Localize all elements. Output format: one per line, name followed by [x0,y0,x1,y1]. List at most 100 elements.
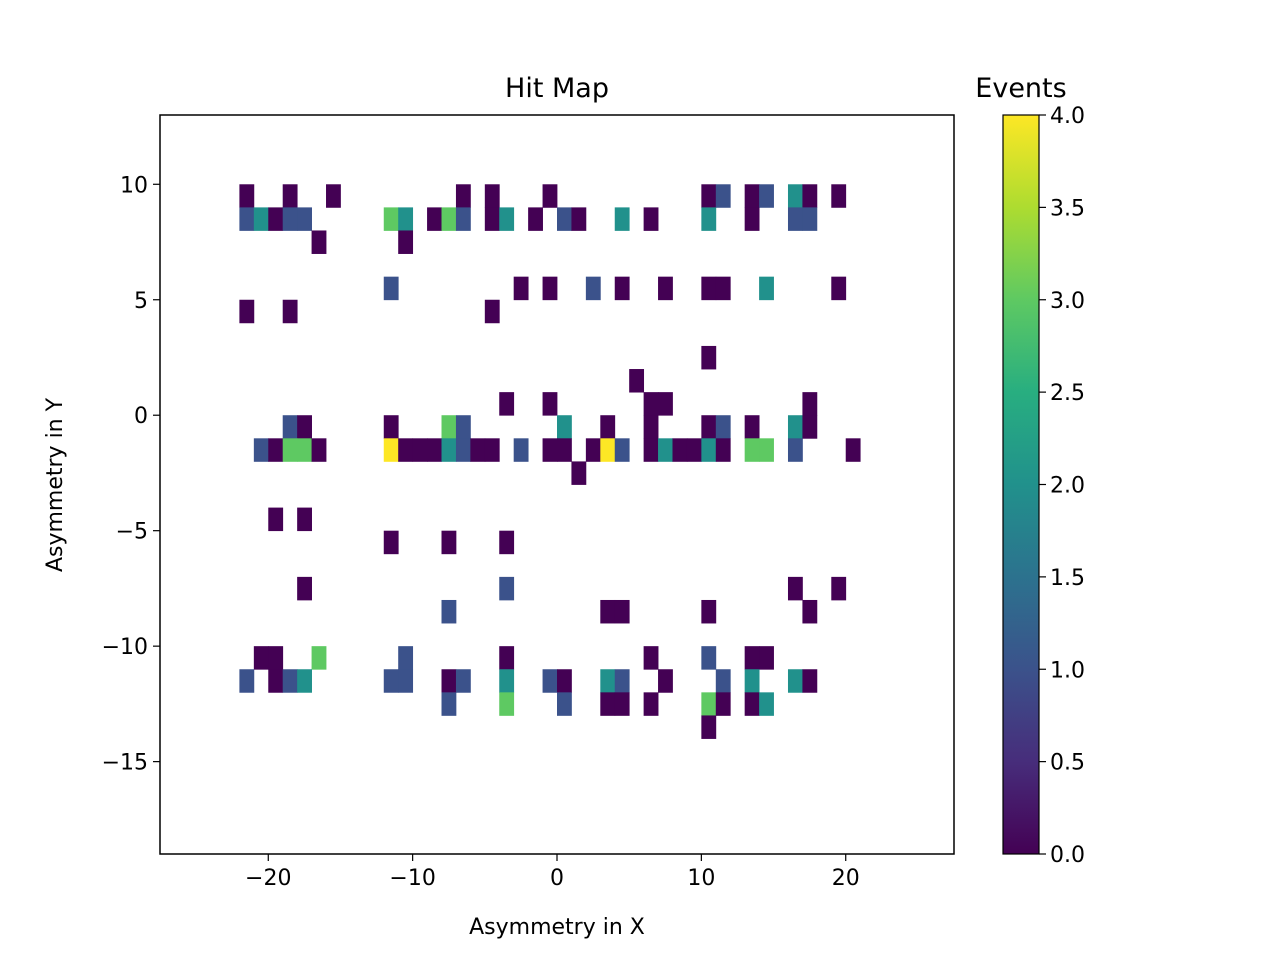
heatmap-cell [484,438,500,462]
heatmap-cell [701,184,717,208]
heatmap-cells [239,184,861,739]
heatmap-cell [455,184,471,208]
heatmap-cell [744,646,760,670]
colorbar-tick-label: 0.5 [1050,751,1085,776]
heatmap-cell [744,184,760,208]
heatmap-cell [787,669,803,693]
heatmap-cell [528,207,543,231]
colorbar-tick-label: 1.0 [1050,658,1085,683]
chart-title: Hit Map [505,73,609,104]
colorbar-tick-label: 0.0 [1050,843,1085,868]
heatmap-cell [658,392,673,416]
heatmap-cell [268,669,284,693]
colorbar-ticks: 0.0 0.5 1.0 1.5 2.0 2.5 3.0 3.5 4.0 [1039,104,1085,868]
heatmap-cell [600,415,616,439]
heatmap-cell [557,207,572,231]
heatmap-cell [643,415,659,439]
heatmap-cell [744,207,760,231]
heatmap-cell [268,646,284,670]
y-tick-label: −10 [102,635,148,660]
heatmap-cell [398,438,414,462]
x-tick-label: 0 [550,866,564,891]
heatmap-cell [282,438,298,462]
heatmap-cell [701,345,717,370]
y-tick-label: 10 [120,173,148,198]
heatmap-cell [499,669,515,693]
heatmap-cell [499,646,515,670]
heatmap-cell [643,692,659,716]
heatmap-cell [557,669,572,693]
heatmap-cell [614,438,630,462]
heatmap-cell [831,576,847,601]
heatmap-cell [845,438,861,462]
heatmap-cell [614,692,630,716]
heatmap-cell [802,669,818,693]
heatmap-cell [802,207,818,231]
heatmap-cell [629,369,645,393]
heatmap-cell [297,207,312,231]
heatmap-cell [427,207,442,231]
heatmap-cell [282,299,298,324]
heatmap-cell [643,207,659,231]
heatmap-cell [744,692,760,716]
heatmap-cell [398,669,414,693]
y-tick-label: −5 [116,520,148,545]
heatmap-cell [802,415,818,439]
y-axis-ticks: −15 −10 −5 0 5 10 [102,173,160,776]
heatmap-cell [542,276,558,301]
x-tick-label: −20 [245,866,291,891]
heatmap-cell [499,392,515,416]
heatmap-cell [311,646,327,670]
heatmap-cell [600,438,616,462]
heatmap-cell [787,438,803,462]
heatmap-cell [441,692,457,716]
heatmap-cell [383,669,399,693]
heatmap-cell [383,530,399,555]
heatmap-cell [744,669,760,693]
heatmap-cell [658,276,673,301]
heatmap-cell [441,415,457,439]
colorbar-title: Events [975,73,1066,104]
heatmap-cell [499,692,515,716]
heatmap-cell [297,507,312,532]
heatmap-cell [831,184,847,208]
heatmap-cell [571,207,587,231]
heatmap-cell [802,184,818,208]
heatmap-cell [398,230,414,254]
heatmap-cell [441,207,457,231]
heatmap-cell [542,669,558,693]
colorbar-tick-label: 2.5 [1050,381,1085,406]
heatmap-cell [557,438,572,462]
heatmap-cell [470,438,486,462]
heatmap-cell [715,415,731,439]
heatmap-cell [455,207,471,231]
heatmap-cell [253,646,269,670]
heatmap-cell [759,646,774,670]
heatmap-cell [484,207,500,231]
y-tick-label: 5 [134,289,148,314]
heatmap-cell [268,207,284,231]
heatmap-cell [759,184,774,208]
heatmap-cell [759,692,774,716]
heatmap-cell [715,184,731,208]
heatmap-cell [297,438,312,462]
colorbar-tick-label: 4.0 [1050,104,1085,129]
x-axis-ticks: −20 −10 0 10 20 [245,854,860,891]
colorbar-tick-label: 3.0 [1050,289,1085,314]
heatmap-cell [239,207,255,231]
heatmap-cell [383,207,399,231]
y-axis-label: Asymmetry in Y [43,397,68,572]
heatmap-cell [614,669,630,693]
heatmap-cell [455,415,471,439]
heatmap-cell [701,415,717,439]
heatmap-cell [643,438,659,462]
heatmap-cell [513,438,529,462]
heatmap-cell [715,438,731,462]
heatmap-cell [802,392,818,416]
heatmap-cell [513,276,529,301]
heatmap-cell [484,299,500,324]
colorbar-tick-label: 2.0 [1050,474,1085,499]
heatmap-cell [268,507,284,532]
